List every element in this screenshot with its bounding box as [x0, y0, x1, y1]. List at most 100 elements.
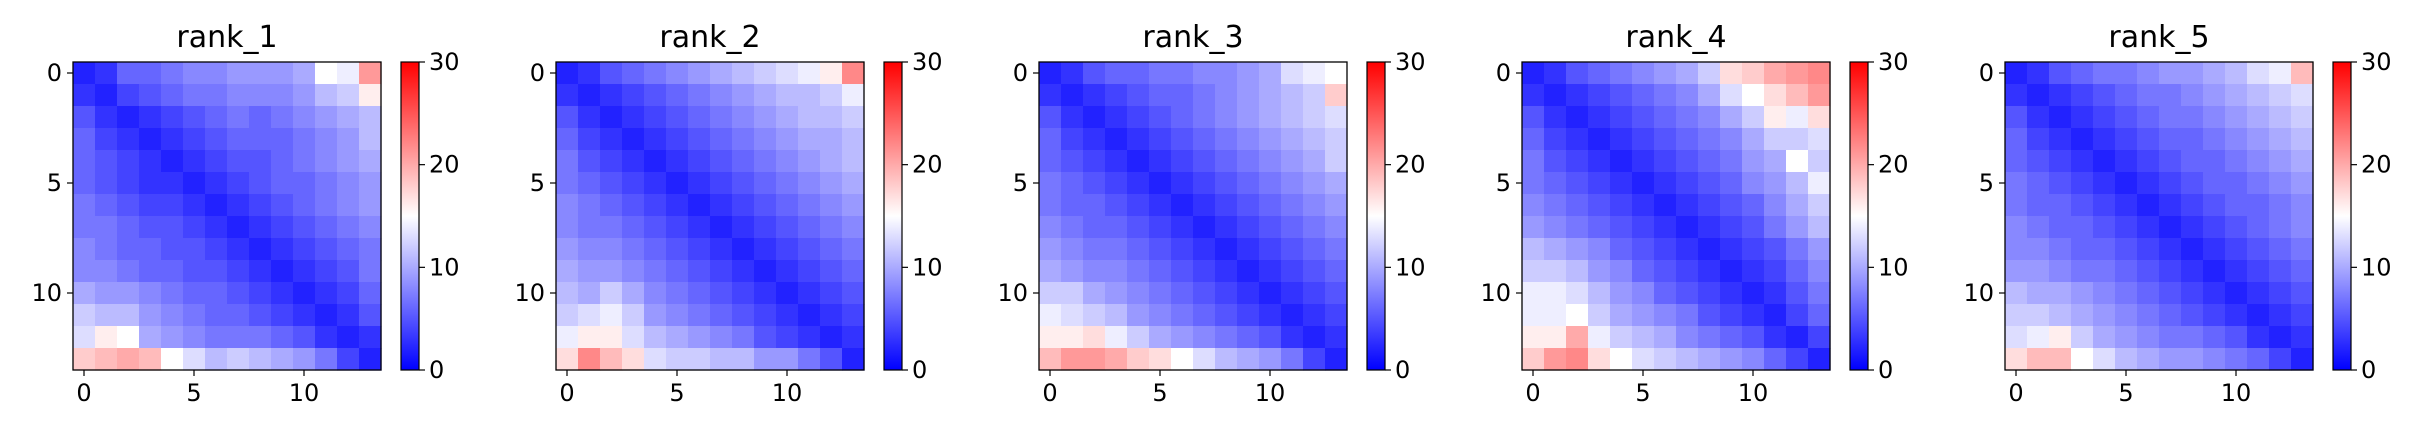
heatmap-cell: [73, 238, 96, 261]
heatmap-cell: [95, 194, 118, 217]
heatmap-cell: [644, 238, 667, 261]
heatmap-cell: [2269, 172, 2292, 195]
y-tick-label: 10: [1963, 279, 1994, 307]
heatmap-cell: [556, 304, 579, 327]
heatmap-cell: [600, 348, 623, 371]
heatmap-cell: [2005, 282, 2028, 305]
heatmap-cell: [820, 150, 843, 173]
heatmap-cell: [293, 238, 316, 261]
heatmap-cell: [1676, 84, 1699, 107]
heatmap-cell: [1698, 84, 1721, 107]
heatmap-cell: [1237, 106, 1260, 129]
heatmap-cell: [1610, 106, 1633, 129]
heatmap-cell: [2049, 172, 2072, 195]
heatmap-panel-5: rank_5 0 5 10 0 5 10 0 10 20 30: [1963, 20, 2391, 407]
heatmap-cell: [2093, 216, 2116, 239]
colorbar-tick-label: 10: [912, 253, 943, 281]
heatmap-cell: [2269, 238, 2292, 261]
heatmap-cell: [1127, 238, 1150, 261]
heatmap-cell: [578, 150, 601, 173]
heatmap-cell: [2027, 304, 2050, 327]
heatmap-cell: [820, 238, 843, 261]
heatmap-cell: [1588, 304, 1611, 327]
heatmap-cell: [2027, 150, 2050, 173]
heatmap-cell: [1720, 260, 1743, 283]
heatmap-cell: [754, 348, 777, 371]
heatmap-cell: [1742, 282, 1765, 305]
heatmap-cell: [183, 326, 206, 349]
heatmap-cell: [271, 128, 294, 151]
heatmap-cell: [2291, 326, 2314, 349]
heatmap-cell: [1325, 348, 1348, 371]
heatmap-cell: [1259, 84, 1282, 107]
heatmap-cell: [1676, 62, 1699, 85]
heatmap-cell: [1039, 326, 1062, 349]
heatmap-cell: [776, 260, 799, 283]
heatmap-cell: [139, 348, 162, 371]
heatmap-cell: [1566, 106, 1589, 129]
heatmap-cell: [183, 282, 206, 305]
heatmap-cell: [95, 128, 118, 151]
heatmap-cell: [1566, 326, 1589, 349]
heatmap-cell: [1808, 304, 1831, 327]
heatmap-cell: [556, 128, 579, 151]
heatmap-cell: [578, 172, 601, 195]
heatmap-cell: [1083, 348, 1106, 371]
heatmap-cell: [227, 282, 250, 305]
heatmap-cell: [2027, 238, 2050, 261]
heatmap-cell: [666, 84, 689, 107]
heatmap-cell: [315, 216, 338, 239]
heatmap-cell: [205, 172, 228, 195]
heatmap-cell: [1522, 62, 1545, 85]
heatmap-cell: [1720, 84, 1743, 107]
heatmap-cell: [1281, 62, 1304, 85]
heatmap-cell: [1061, 348, 1084, 371]
heatmap-cell: [644, 62, 667, 85]
heatmap-cell: [1676, 326, 1699, 349]
heatmap-cell: [820, 194, 843, 217]
heatmap-cell: [1325, 128, 1348, 151]
heatmap-cell: [1632, 172, 1655, 195]
heatmap-cell: [622, 304, 645, 327]
heatmap-cell: [754, 62, 777, 85]
heatmap-cell: [95, 238, 118, 261]
heatmap-cell: [1786, 216, 1809, 239]
colorbar-tick-label: 30: [429, 48, 460, 76]
heatmap-cell: [205, 150, 228, 173]
heatmap-cell: [2137, 282, 2160, 305]
heatmap-cell: [1808, 128, 1831, 151]
heatmap-cell: [1610, 260, 1633, 283]
heatmap-cell: [556, 106, 579, 129]
colorbar-tick-label: 10: [429, 253, 460, 281]
heatmap-cell: [666, 282, 689, 305]
heatmap-cell: [359, 238, 382, 261]
heatmap-cell: [2137, 304, 2160, 327]
heatmap-cell: [2181, 348, 2204, 371]
heatmap-cell: [798, 348, 821, 371]
heatmap-cell: [2137, 326, 2160, 349]
heatmap-cell: [1610, 304, 1633, 327]
heatmap-cell: [556, 282, 579, 305]
heatmap-cell: [1522, 238, 1545, 261]
heatmap-cell: [2247, 238, 2270, 261]
heatmap-cell: [2291, 260, 2314, 283]
heatmap-cell: [1544, 238, 1567, 261]
heatmap-cell: [227, 194, 250, 217]
heatmap-cell: [1259, 172, 1282, 195]
heatmap-cell: [161, 106, 184, 129]
heatmap-cell: [1720, 194, 1743, 217]
heatmap-cell: [1127, 260, 1150, 283]
heatmap-cell: [1105, 216, 1128, 239]
heatmap-cell: [732, 62, 755, 85]
heatmap-cell: [359, 106, 382, 129]
heatmap-cell: [139, 326, 162, 349]
heatmap-cell: [1522, 260, 1545, 283]
heatmap-cell: [1742, 260, 1765, 283]
heatmap-cell: [249, 282, 272, 305]
heatmap-cell: [2115, 304, 2138, 327]
heatmap-cell: [73, 172, 96, 195]
heatmap-cell: [271, 150, 294, 173]
heatmap-cell: [95, 304, 118, 327]
heatmap-cell: [1193, 348, 1216, 371]
heatmap-cell: [776, 238, 799, 261]
